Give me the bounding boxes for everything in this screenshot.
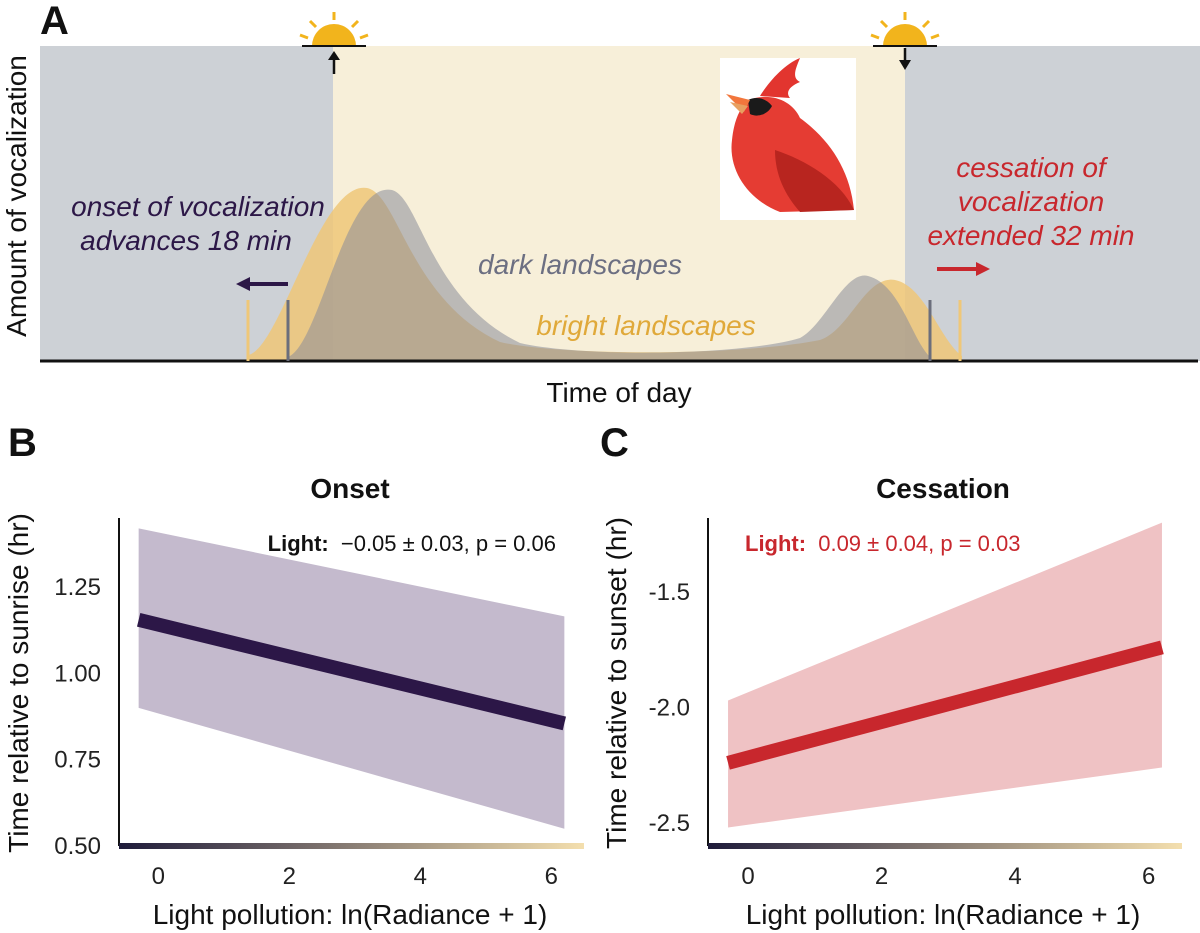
onset-arrow [236, 277, 288, 291]
panel-c-title: Cessation [876, 473, 1010, 504]
x-tick-label: 2 [283, 863, 296, 890]
sunrise-icon [299, 12, 369, 74]
panel-b-x-axis-gradient [119, 843, 584, 849]
panel-c-stat: Light: 0.09 ± 0.04, p = 0.03 [745, 531, 1021, 556]
sunset-icon [870, 12, 940, 70]
dark-landscape-curve [288, 189, 930, 361]
cardinal-bird-icon [720, 58, 856, 220]
panel-a-letter: A [40, 0, 69, 43]
panel-b-title: Onset [310, 473, 389, 504]
panel-c: C Cessation Time relative to sunset (hr)… [600, 421, 1182, 930]
panel-c-x-ticks: 0 2 4 6 [741, 863, 1155, 890]
y-tick-label: -1.5 [649, 579, 690, 606]
x-tick-label: 0 [741, 863, 754, 890]
panel-b-letter: B [8, 421, 37, 465]
y-tick-label: 1.25 [54, 574, 101, 601]
panel-a-ylabel: Amount of vocalization [1, 55, 32, 337]
panel-c-ylabel: Time relative to sunset (hr) [601, 517, 632, 849]
x-tick-label: 6 [1142, 863, 1155, 890]
panel-c-x-axis-gradient [708, 843, 1182, 849]
x-tick-label: 4 [1008, 863, 1021, 890]
panel-b-y-ticks: 1.25 1.00 0.75 0.50 [54, 574, 101, 860]
panel-b-stat: Light: −0.05 ± 0.03, p = 0.06 [268, 531, 556, 556]
panel-c-xlabel: Light pollution: ln(Radiance + 1) [746, 899, 1141, 930]
cessation-arrow [937, 262, 990, 276]
bright-landscapes-label: bright landscapes [536, 310, 755, 341]
panel-a: A Amount of vocalization Time of day dar… [1, 0, 1200, 408]
cessation-annotation-line3: extended 32 min [927, 220, 1134, 251]
panel-b: B Onset Time relative to sunrise (hr) Li… [3, 421, 584, 930]
y-tick-label: 0.50 [54, 833, 101, 860]
onset-annotation-line2: advances 18 min [80, 225, 292, 256]
y-tick-label: -2.0 [649, 694, 690, 721]
stat-label: Light: [268, 531, 329, 556]
onset-trend-line [136, 613, 567, 731]
x-tick-label: 4 [414, 863, 427, 890]
x-tick-label: 2 [875, 863, 888, 890]
cessation-confidence-band [728, 522, 1162, 828]
panel-c-letter: C [600, 421, 629, 465]
y-tick-label: 0.75 [54, 747, 101, 774]
x-tick-label: 6 [545, 863, 558, 890]
onset-annotation-line1: onset of vocalization [71, 191, 325, 222]
panel-b-x-ticks: 0 2 4 6 [152, 863, 558, 890]
y-tick-label: 1.00 [54, 660, 101, 687]
cessation-trend-line [726, 640, 1164, 770]
stat-value: 0.09 ± 0.04, p = 0.03 [818, 531, 1020, 556]
cessation-annotation-line2: vocalization [958, 186, 1104, 217]
dark-landscapes-label: dark landscapes [478, 249, 682, 280]
panel-a-xlabel: Time of day [546, 377, 691, 408]
panel-b-ylabel: Time relative to sunrise (hr) [3, 513, 34, 853]
x-tick-label: 0 [152, 863, 165, 890]
y-tick-label: -2.5 [649, 810, 690, 837]
stat-value: −0.05 ± 0.03, p = 0.06 [341, 531, 556, 556]
cessation-annotation-line1: cessation of [956, 152, 1109, 183]
stat-label: Light: [745, 531, 806, 556]
panel-c-y-ticks: -1.5 -2.0 -2.5 [649, 579, 690, 837]
panel-b-xlabel: Light pollution: ln(Radiance + 1) [153, 899, 548, 930]
